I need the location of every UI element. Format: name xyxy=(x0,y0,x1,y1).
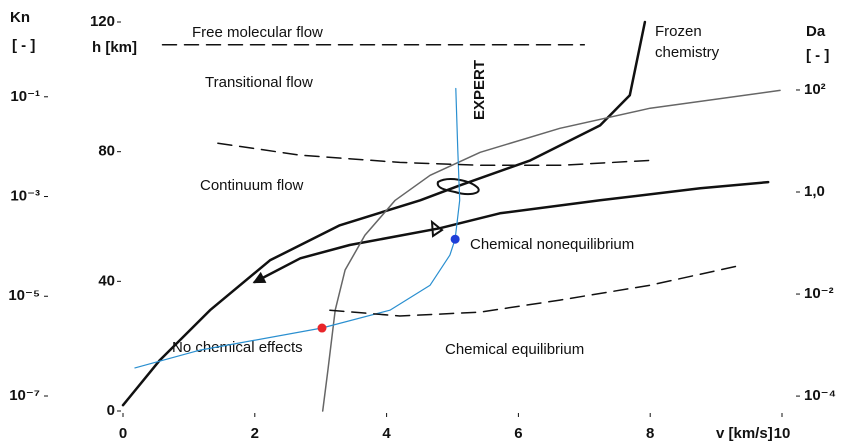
curve xyxy=(121,20,647,407)
x-tick-label: 2 xyxy=(251,425,259,441)
annotation: No chemical effects xyxy=(172,339,303,356)
x-tick-label: 6 xyxy=(514,425,522,441)
x-tick-label: 10 xyxy=(774,425,791,441)
curve xyxy=(321,89,781,412)
curve xyxy=(217,142,651,167)
y-tick-label: 40 xyxy=(98,272,115,289)
annotation: Transitional flow xyxy=(205,74,313,91)
curve xyxy=(329,264,743,317)
y-tick-label: 120 xyxy=(90,13,115,30)
point xyxy=(317,323,327,333)
log-tick-label: 10⁻⁵ xyxy=(8,287,40,304)
annotation: Free molecular flow xyxy=(192,24,323,41)
annotation: Chemical nonequilibrium xyxy=(470,236,634,253)
y-tick-label: 80 xyxy=(98,143,115,160)
log-tick-label: 10⁻³ xyxy=(10,187,40,204)
log-tick-label: 1,0 xyxy=(804,183,825,200)
log-tick-label: 10⁻² xyxy=(804,285,834,302)
log-tick-label: 10⁻¹ xyxy=(10,88,40,105)
curve xyxy=(134,87,461,369)
x-axis-label: v [km/s] xyxy=(716,425,773,441)
da-axis-label: Da xyxy=(806,23,826,40)
annotation: Chemical equilibrium xyxy=(445,341,584,358)
annotation: Continuum flow xyxy=(200,177,304,194)
point xyxy=(450,234,460,244)
log-tick-label: 10⁻⁴ xyxy=(804,387,836,404)
x-tick-label: 8 xyxy=(646,425,654,441)
kn-axis-unit: [ - ] xyxy=(12,37,35,54)
annotation: Frozen xyxy=(655,23,702,40)
annotation: EXPERT xyxy=(471,60,488,120)
x-tick-label: 4 xyxy=(382,425,391,441)
da-axis-unit: [ - ] xyxy=(806,47,829,64)
curve xyxy=(252,180,770,284)
annotation: chemistry xyxy=(655,44,720,61)
log-tick-label: 10² xyxy=(804,81,826,98)
y-axis-label: h [km] xyxy=(92,39,137,56)
kn-axis-label: Kn xyxy=(10,9,30,26)
x-tick-label: 0 xyxy=(119,425,127,441)
log-tick-label: 10⁻⁷ xyxy=(9,387,40,404)
y-tick-label: 0 xyxy=(107,402,115,419)
